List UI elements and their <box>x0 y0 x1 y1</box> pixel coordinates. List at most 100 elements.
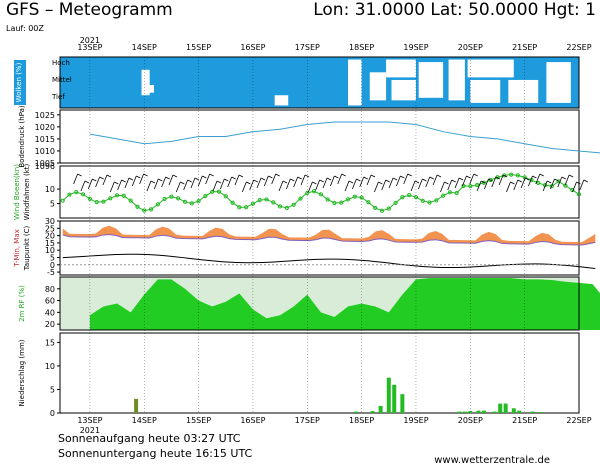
temperature-min-line <box>62 233 596 246</box>
wind-barb <box>153 178 159 190</box>
precip-bar <box>400 394 405 413</box>
wind-gust-marker <box>441 193 446 198</box>
wind-gust-marker <box>169 194 174 199</box>
wind-barb-flag <box>451 179 456 183</box>
wind-barb-flag <box>158 178 163 182</box>
precip-ytick-tick-label: 5 <box>50 385 55 394</box>
precip-bar <box>498 403 503 413</box>
wind-barb <box>249 179 255 191</box>
cloud-panel-frame <box>59 56 580 109</box>
wind-barb-flag <box>392 177 398 181</box>
wind-barb-flag <box>238 174 244 178</box>
year-label-top: 2021 <box>80 36 100 45</box>
wind-barb-flag <box>517 179 522 183</box>
cloud-gap <box>348 59 362 106</box>
pressure-ylabel: Bodendruck (hPa) <box>18 105 26 168</box>
wind-barb <box>535 173 541 185</box>
cloud-gap <box>369 72 387 101</box>
wind-gust-marker <box>182 199 188 204</box>
wind-gust-marker <box>366 200 371 205</box>
date-label-top: 20SEP <box>458 43 483 52</box>
wind-barb <box>579 179 585 191</box>
date-label-bottom: 14SEP <box>132 416 157 425</box>
wind-barb <box>131 175 137 187</box>
pressure-ytick-tick-label: 1025 <box>35 111 55 120</box>
wind-barb <box>513 179 519 191</box>
wind-gust-marker <box>67 192 72 197</box>
wind-barb-flag <box>576 181 581 185</box>
wind-gust-marker <box>291 202 296 207</box>
wind-barb-flag <box>304 174 310 178</box>
wind-barb <box>80 180 86 192</box>
rh-ytick-label: 40 <box>45 308 55 317</box>
wind-gust-marker <box>475 182 480 188</box>
wind-barb <box>212 180 218 192</box>
temperature-ytick-tick-label: 30 <box>45 217 55 226</box>
date-label-bottom: 17SEP <box>295 416 320 425</box>
precip-panel-frame <box>59 332 580 414</box>
wind-barb-flag <box>429 176 434 180</box>
wind-barb <box>550 178 555 190</box>
wind-barb-flag <box>444 181 449 185</box>
wind-barb-flag <box>253 179 258 183</box>
wind-gust-marker <box>488 177 493 183</box>
wind-barb <box>352 178 357 190</box>
date-label-bottom: 15SEP <box>186 416 211 425</box>
wind-barb-flag <box>488 178 493 182</box>
wind-barb-flag <box>114 181 119 185</box>
cloud-gap <box>274 95 289 106</box>
wind-barb-flag <box>312 181 317 185</box>
wind-barb <box>256 177 262 189</box>
wind-barb-flag <box>77 173 82 177</box>
wind-barb <box>307 181 313 193</box>
wind-barb-flag <box>422 178 427 182</box>
wind-barb-flag <box>466 175 471 179</box>
precip-bar <box>392 384 397 413</box>
wind-barb-flag <box>561 176 566 180</box>
wind-barb-flag <box>510 181 515 185</box>
wind-gust-marker <box>203 193 208 199</box>
wind-barb <box>117 179 122 191</box>
page-title: GFS – Meteogramm <box>6 0 173 20</box>
wind-barb-flag <box>400 175 405 179</box>
cloud-gap <box>508 79 539 103</box>
wind-barb-flag <box>524 177 530 181</box>
wind-barb <box>146 180 152 192</box>
precip-ytick-tick-label: 0 <box>50 409 55 418</box>
wind-gust-marker <box>298 196 303 201</box>
wind-barb <box>476 180 482 192</box>
date-label-top: 21SEP <box>512 43 537 52</box>
wind-barb <box>418 178 423 190</box>
wind-barb <box>234 174 240 186</box>
wind-gust-marker <box>454 190 459 196</box>
wind-barb <box>359 176 365 188</box>
wind-gust-marker <box>237 205 242 210</box>
precip-bar <box>457 411 462 413</box>
wind-barb <box>285 178 291 190</box>
wind-barb <box>498 174 504 186</box>
wind-barb-flag <box>480 180 486 184</box>
wind-barb-flag <box>546 180 552 184</box>
date-label-top: 18SEP <box>349 43 374 52</box>
coordinates-readout: Lon: 31.0000 Lat: 50.0000 Hgt: 1 <box>313 0 596 20</box>
wind-barb-flag <box>407 173 412 177</box>
wind-gust-marker <box>257 197 262 203</box>
sunrise-text: Sonnenaufgang heute 03:27 UTC <box>58 432 241 445</box>
wind-barb-flag <box>99 176 104 180</box>
date-label-bottom: 18SEP <box>349 416 374 425</box>
pressure-panel-frame <box>59 109 580 164</box>
temperature-max-band <box>62 225 596 245</box>
precip-bar <box>538 412 543 413</box>
cloud-gap <box>144 85 155 93</box>
wind-barb-flag <box>473 173 478 177</box>
wind-barb-flag <box>128 177 134 181</box>
date-label-bottom: 16SEP <box>240 416 265 425</box>
wind-barb-flag <box>150 180 156 184</box>
wind-gust-marker <box>210 189 215 194</box>
rh-ytick-label: 20 <box>45 320 55 329</box>
wind-barb-flag <box>84 180 90 184</box>
wind-gust-marker <box>250 201 256 206</box>
cloud-gap <box>418 62 444 98</box>
wind-barb-flag <box>532 175 537 179</box>
